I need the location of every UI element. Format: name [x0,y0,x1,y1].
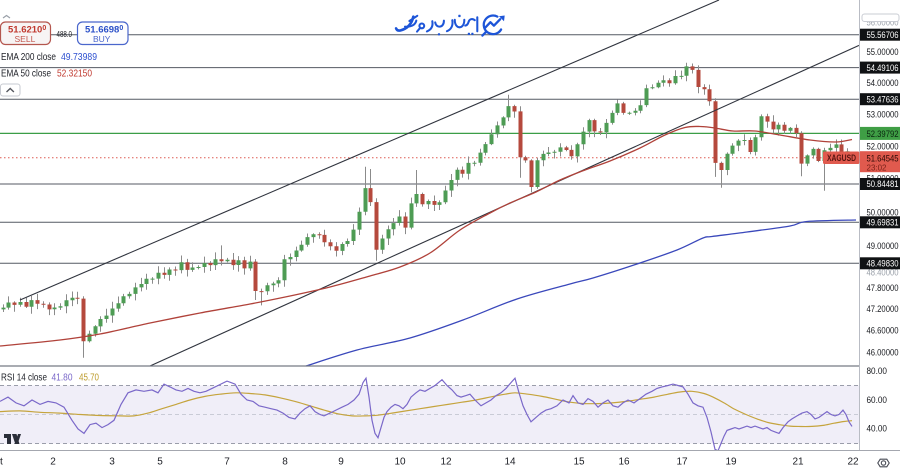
svg-text:51.66980: 51.66980 [85,25,123,36]
svg-text:49.00000: 49.00000 [867,241,899,251]
svg-text:7: 7 [224,457,230,468]
svg-text:XAGUSD: XAGUSD [827,153,856,163]
svg-text:SELL: SELL [15,34,36,44]
svg-text:49.69831: 49.69831 [867,218,899,228]
svg-text:14: 14 [504,457,516,468]
svg-text:23:02: 23:02 [867,164,888,173]
svg-text:52.00000: 52.00000 [867,141,899,151]
svg-text:22: 22 [847,457,859,468]
svg-text:41.80: 41.80 [52,373,73,384]
svg-text:21: 21 [792,457,804,468]
svg-text:47.20000: 47.20000 [867,304,899,314]
svg-text:12: 12 [440,457,452,468]
svg-text:48.40000: 48.40000 [867,268,899,278]
svg-text:RSI 14 close: RSI 14 close [1,373,47,384]
svg-text:5: 5 [157,457,163,468]
svg-text:53.00000: 53.00000 [867,109,899,119]
svg-text:3: 3 [109,457,115,468]
svg-text:45.70: 45.70 [79,373,99,384]
svg-text:52.39792: 52.39792 [867,129,899,139]
svg-text:48.49830: 48.49830 [867,259,899,269]
svg-text:15: 15 [573,457,585,468]
svg-text:8: 8 [282,457,288,468]
svg-text:BUY: BUY [93,34,111,44]
svg-text:53.47636: 53.47636 [867,94,899,104]
svg-text:2: 2 [50,457,56,468]
svg-text:50.00000: 50.00000 [867,207,899,217]
svg-text:54.00000: 54.00000 [867,78,899,88]
svg-text:EMA 50 close: EMA 50 close [1,68,51,80]
svg-text:19: 19 [725,457,737,468]
svg-text:10: 10 [394,457,406,468]
svg-text:55.56706: 55.56706 [867,30,899,40]
svg-text:t: t [0,457,3,468]
svg-text:40.00: 40.00 [867,424,888,434]
svg-text:54.49106: 54.49106 [867,63,899,73]
svg-text:16: 16 [618,457,630,468]
svg-text:46.60000: 46.60000 [867,326,899,336]
svg-text:488.0: 488.0 [57,29,73,39]
svg-text:51.64545: 51.64545 [867,154,899,164]
svg-text:46.00000: 46.00000 [867,347,899,357]
svg-text:56.00000: 56.00000 [867,18,899,28]
svg-text:17: 17 [676,457,688,468]
svg-text:EMA 200 close: EMA 200 close [1,51,56,63]
svg-text:60.00: 60.00 [867,395,888,405]
svg-text:55.00000: 55.00000 [867,47,899,57]
svg-text:51.62100: 51.62100 [8,25,46,36]
svg-text:80.00: 80.00 [867,366,888,376]
svg-text:47.80000: 47.80000 [867,283,899,293]
svg-text:9: 9 [338,457,344,468]
svg-text:52.32150: 52.32150 [57,68,92,80]
svg-text:50.84481: 50.84481 [867,179,899,189]
svg-text:49.73989: 49.73989 [61,51,97,63]
